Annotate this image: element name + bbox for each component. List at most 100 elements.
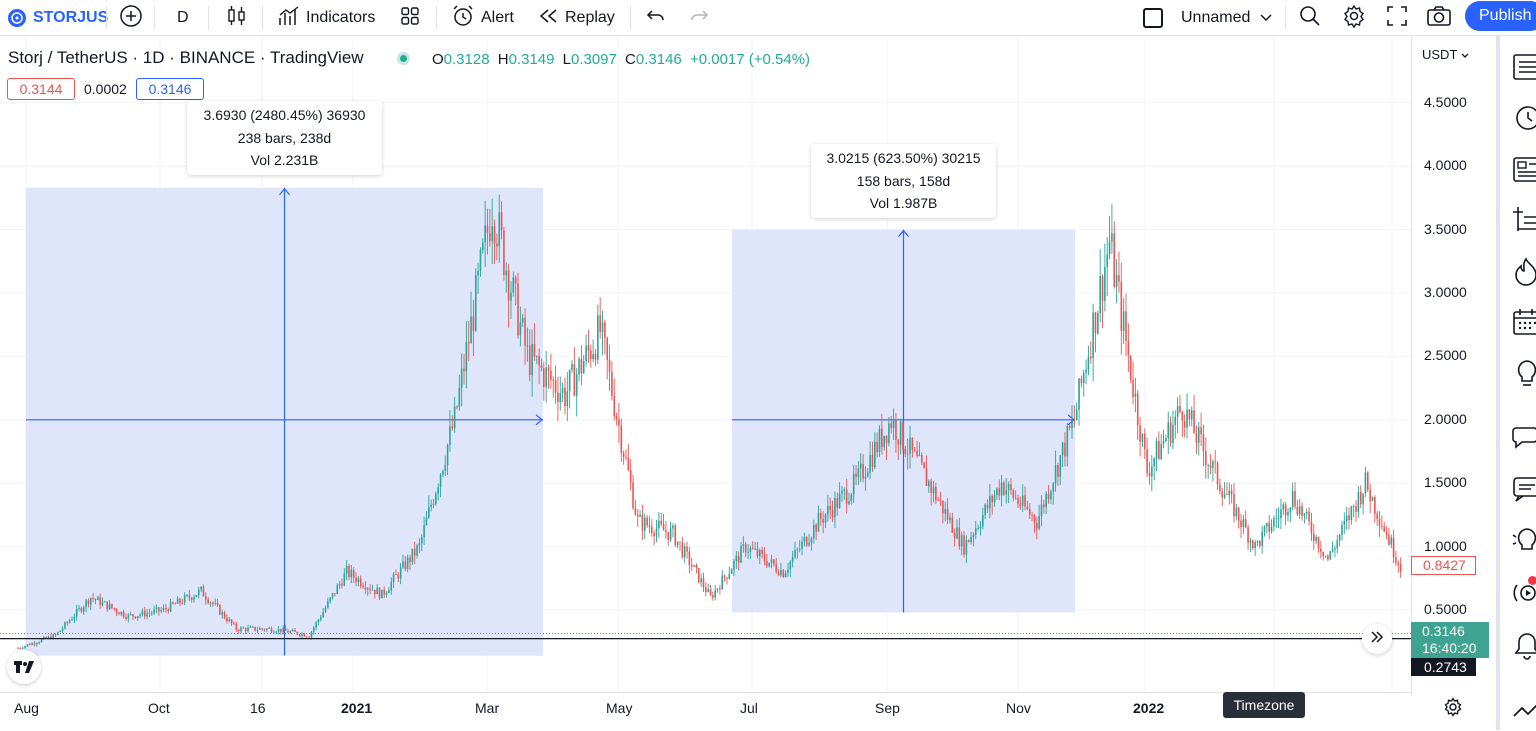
candle-body [1158, 441, 1160, 460]
candle [458, 374, 461, 411]
time-scale[interactable] [0, 692, 1411, 731]
candle-body [500, 212, 503, 231]
alert-button[interactable]: Alert [451, 0, 514, 36]
tips-button[interactable] [1510, 526, 1536, 556]
interval-button[interactable]: D [177, 0, 189, 36]
candle-body [460, 368, 463, 388]
scroll-right-button[interactable] [1362, 624, 1392, 654]
candle [381, 589, 383, 599]
undo-button[interactable] [646, 0, 666, 36]
streams-button[interactable] [1510, 576, 1536, 608]
candle [777, 568, 780, 577]
candle [169, 599, 172, 613]
candle-body [108, 604, 111, 610]
screener-button[interactable] [1510, 204, 1536, 234]
news-button[interactable] [1510, 154, 1536, 184]
chats-button[interactable] [1510, 422, 1536, 452]
layout-button[interactable]: Unnamed [1143, 0, 1272, 36]
measure-range-2[interactable] [732, 229, 1075, 613]
market-status-dot[interactable] [397, 52, 410, 65]
candle [1122, 297, 1125, 344]
candle-body [613, 395, 616, 417]
candle [1322, 551, 1324, 561]
settings-button[interactable] [1342, 0, 1366, 36]
candle [758, 548, 761, 565]
candle-body [254, 626, 256, 631]
candle [75, 604, 78, 621]
candle [1350, 505, 1353, 525]
chart-settings-button[interactable] [1443, 697, 1463, 722]
candle [928, 479, 930, 493]
price-chart[interactable] [0, 36, 1411, 692]
templates-button[interactable] [400, 0, 420, 36]
candle-body [625, 457, 627, 458]
candle-body [1007, 484, 1010, 491]
redo-button[interactable] [689, 0, 709, 36]
candle-body [580, 359, 583, 374]
measure-tools[interactable] [26, 187, 1075, 656]
candle-body [545, 367, 547, 387]
notifications-button[interactable] [1510, 630, 1536, 660]
search-button[interactable] [1298, 0, 1322, 36]
candle-body [707, 589, 709, 592]
candle-body [456, 406, 458, 408]
candle-body [64, 622, 66, 629]
replay-button[interactable]: Replay [539, 0, 615, 36]
candle [864, 466, 867, 491]
add-symbol-button[interactable] [119, 0, 143, 36]
publish-button[interactable]: Publish [1465, 1, 1536, 31]
candle [557, 376, 559, 422]
candle-body [531, 343, 533, 375]
trading-panel-button[interactable] [1510, 696, 1536, 726]
candle-body [355, 577, 357, 583]
fullscreen-button[interactable] [1386, 0, 1408, 36]
candle [791, 550, 794, 568]
candle [1317, 536, 1320, 553]
candle [690, 557, 693, 572]
candle [1120, 262, 1123, 355]
candle-body [1005, 490, 1008, 495]
candle-body [967, 540, 970, 542]
calendar-button[interactable] [1510, 306, 1536, 336]
candle-body [646, 517, 648, 526]
notification-dot [1528, 576, 1536, 585]
candle [94, 598, 97, 605]
ideas-button[interactable] [1510, 358, 1536, 388]
indicators-button[interactable]: Indicators [278, 0, 375, 36]
candle [216, 599, 219, 607]
candle-body [369, 588, 371, 591]
candle [554, 365, 557, 404]
candle [1078, 377, 1080, 426]
candle [686, 541, 688, 559]
watchlist-button[interactable] [1510, 52, 1536, 82]
candle [512, 271, 515, 297]
candle-body [338, 583, 341, 586]
alerts-panel-button[interactable] [1510, 102, 1536, 132]
currency-selector[interactable]: USDT [1422, 47, 1469, 62]
indicators-icon [278, 5, 300, 32]
candle [871, 441, 874, 472]
candle-body [256, 629, 259, 631]
buy-price-button[interactable]: 0.3146 [136, 78, 204, 100]
tradingview-logo-icon[interactable] [7, 650, 41, 684]
candle [956, 519, 958, 540]
symbol-search-button[interactable]: STORJUS [8, 0, 108, 36]
candle [376, 584, 378, 595]
candle [1343, 512, 1346, 534]
candle [892, 408, 895, 440]
candle [1061, 441, 1064, 468]
candle [545, 350, 547, 403]
candle [751, 541, 754, 550]
chart-type-button[interactable] [226, 0, 248, 36]
candle [1021, 484, 1024, 512]
snapshot-button[interactable] [1426, 0, 1452, 36]
candle-body [559, 393, 562, 402]
measure-range-1[interactable] [26, 187, 543, 656]
hotlist-button[interactable] [1510, 256, 1536, 286]
price-scale[interactable] [1411, 36, 1497, 696]
candle [465, 321, 468, 389]
messages-button[interactable] [1510, 474, 1536, 504]
candle-body [1179, 406, 1181, 412]
sell-price-button[interactable]: 0.3144 [7, 78, 75, 100]
candle [953, 528, 956, 547]
